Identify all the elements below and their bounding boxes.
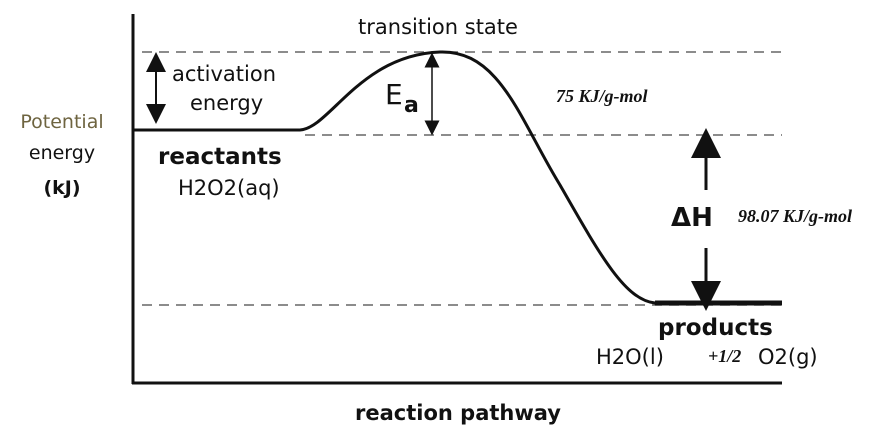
title: transition state [358,15,518,39]
reactants-label: reactants [158,144,282,170]
products-formula: H2O(l) [596,345,664,369]
delta-h-value: 98.07 KJ/g-mol [738,206,852,226]
activation-label: activation [172,62,276,86]
y-axis-label: (kJ) [43,177,80,199]
products-formula: O2(g) [758,345,818,369]
ea-value: 75 KJ/g-mol [556,86,648,106]
x-axis-label: reaction pathway [355,401,561,425]
energy-curve [133,50,782,305]
reactants-formula: H2O2(aq) [178,176,280,200]
products-label: products [658,315,773,341]
ea-label: E [385,78,403,111]
products-formula: +1/2 [708,346,741,366]
delta-h-label: ΔH [671,203,713,233]
y-axis-label: Potential [20,111,103,133]
activation-label: energy [190,91,263,115]
ea-subscript: a [404,93,419,118]
y-axis-label: energy [29,142,95,164]
